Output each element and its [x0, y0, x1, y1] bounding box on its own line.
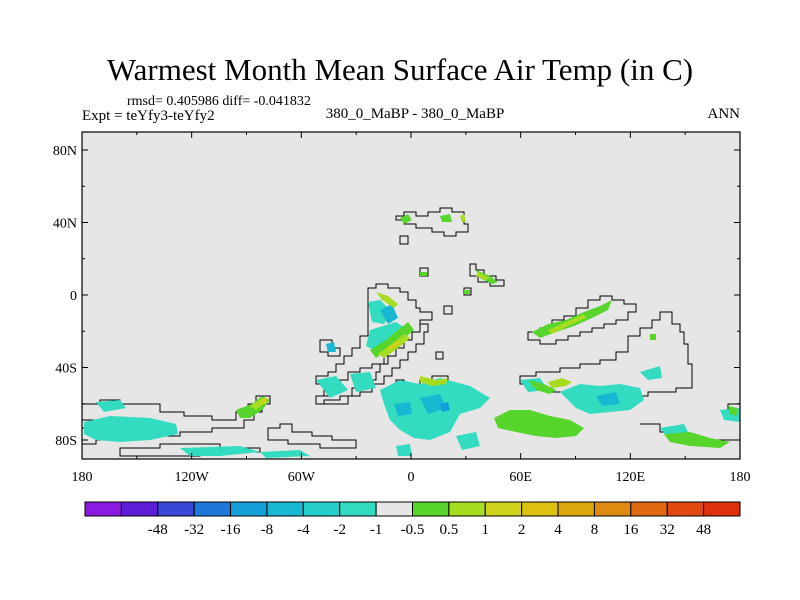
colorbar-swatch	[193, 501, 232, 517]
colorbar-label: -48	[148, 522, 168, 538]
colorbar-swatch	[375, 501, 414, 517]
colorbar-label: 1	[482, 522, 490, 538]
lon-label: 60W	[288, 470, 316, 485]
comparison-label: 380_0_MaBP - 380_0_MaBP	[325, 106, 505, 122]
season-label: ANN	[707, 106, 741, 122]
colorbar-swatch	[593, 501, 632, 517]
colorbar-label: -1	[370, 522, 383, 538]
colorbar-swatch	[666, 501, 705, 517]
lat-label: 0	[70, 289, 77, 304]
colorbar-label: -32	[184, 522, 204, 538]
colorbar-swatch	[412, 501, 450, 517]
lat-label: 40S	[55, 362, 77, 377]
lon-label: 120W	[175, 470, 210, 485]
colorbar-swatch	[703, 501, 741, 517]
experiment-label: Expt = teYfy3-teYfy2	[82, 108, 215, 124]
colorbar-swatch	[266, 501, 304, 517]
colorbar-label: 0.5	[440, 522, 459, 538]
lon-label: 60E	[509, 470, 532, 485]
colorbar-swatch	[84, 501, 122, 517]
colorbar-swatch	[157, 501, 195, 517]
colorbar-swatch	[339, 501, 377, 517]
lon-label: 180	[72, 470, 93, 485]
longitude-labels: 180 120W 60W 0 60E 120E 180	[72, 470, 751, 485]
colorbar-swatch	[630, 501, 668, 517]
colorbar-label: -8	[261, 522, 274, 538]
lat-label: 80N	[53, 144, 77, 159]
colorbar-swatch	[302, 501, 341, 517]
lon-label: 180	[730, 470, 751, 485]
colorbar-swatch	[557, 501, 595, 517]
colorbar-labels: -48 -32 -16 -8 -4 -2 -1 -0.5 0.5 1 2 4 8 16 32 48	[148, 522, 711, 538]
colorbar-label: -0.5	[401, 522, 425, 538]
lat-label: 80S	[55, 434, 77, 449]
colorbar-label: -2	[333, 522, 346, 538]
colorbar-label: -4	[297, 522, 310, 538]
colorbar-swatch	[230, 501, 268, 517]
colorbar-label: 32	[660, 522, 675, 538]
lon-label: 120E	[616, 470, 646, 485]
colorbar-swatch	[484, 501, 523, 517]
map-title: Warmest Month Mean Surface Air Temp (in …	[106, 52, 694, 87]
colorbar-label: 48	[696, 522, 711, 538]
colorbar	[84, 501, 741, 517]
colorbar-label: -16	[221, 522, 241, 538]
anomaly-fields	[84, 214, 740, 458]
stats-text: rmsd= 0.405986 diff= -0.041832	[127, 94, 311, 109]
colorbar-label: 2	[518, 522, 526, 538]
colorbar-label: 8	[591, 522, 599, 538]
colorbar-swatch	[120, 501, 159, 517]
colorbar-swatch	[521, 501, 559, 517]
colorbar-label: 16	[623, 522, 639, 538]
latitude-labels: 80N 40N 0 40S 80S	[53, 144, 77, 449]
colorbar-label: 4	[554, 522, 562, 538]
axis-ticks	[81, 132, 741, 459]
lat-label: 40N	[53, 217, 77, 232]
colorbar-swatch	[448, 501, 486, 517]
lon-label: 0	[408, 470, 415, 485]
